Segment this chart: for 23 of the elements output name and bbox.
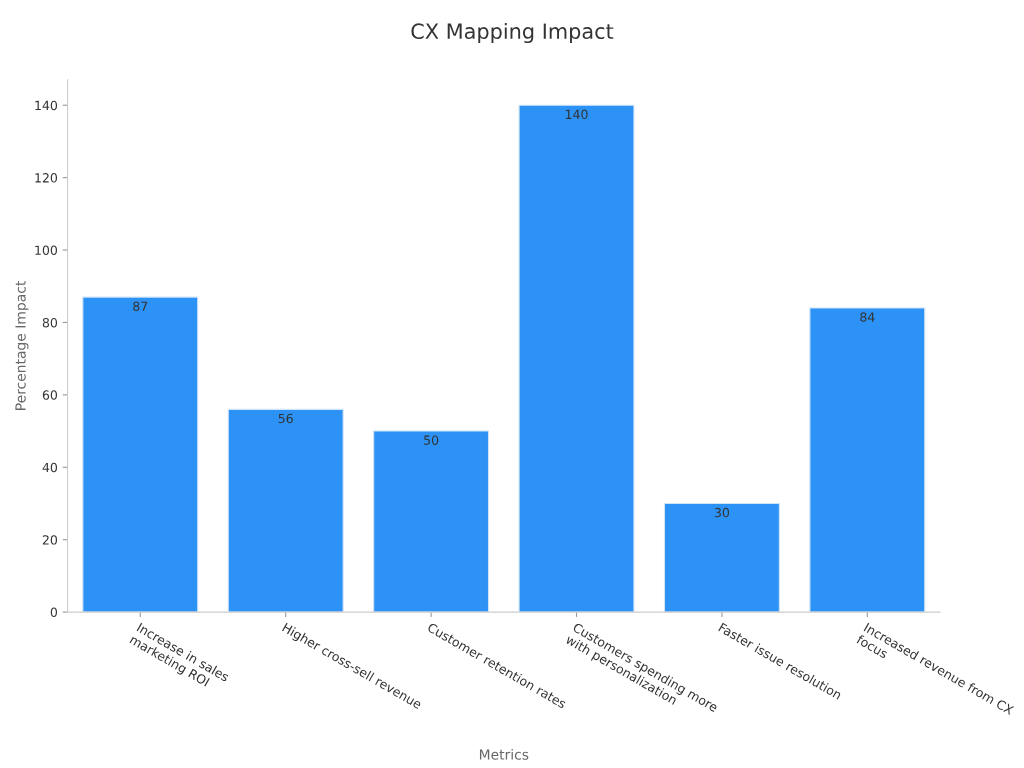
y-tick-label: 100 [35, 245, 58, 255]
data-label: 50 [424, 435, 439, 445]
bar [82, 296, 199, 613]
data-label: 56 [278, 413, 293, 424]
y-tick-label: 140 [35, 100, 58, 111]
y-tick-label: 80 [42, 317, 58, 328]
bar [227, 408, 344, 613]
bar [518, 104, 635, 613]
data-label: 140 [565, 109, 588, 120]
data-label: 84 [860, 312, 875, 322]
data-label: 30 [714, 507, 730, 518]
y-axis-title: Percentage Impact [15, 281, 29, 410]
y-tick-label: 40 [42, 462, 58, 473]
y-tick-label: 120 [35, 173, 58, 183]
data-label: 87 [133, 301, 148, 311]
chart-title: CX Mapping Impact [411, 22, 614, 44]
y-tick-label: 20 [42, 535, 58, 545]
bar [373, 430, 490, 613]
x-axis-title: Metrics [479, 749, 529, 760]
y-tick-label: 60 [42, 390, 58, 400]
bar [809, 307, 926, 613]
bar [663, 502, 780, 613]
y-tick-label: 0 [50, 607, 58, 618]
